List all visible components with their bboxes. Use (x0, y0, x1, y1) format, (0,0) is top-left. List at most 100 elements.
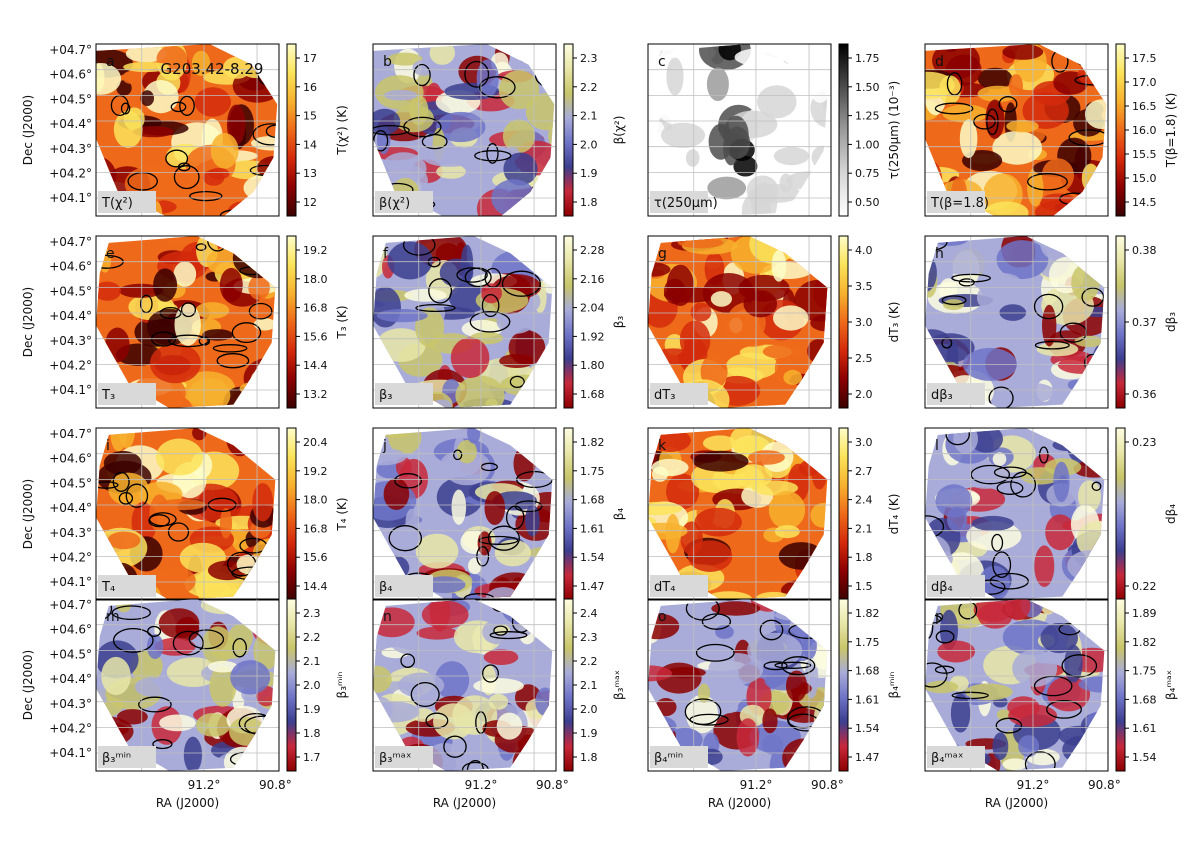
panel-letter: j (382, 438, 387, 454)
dec-tick-label: +04.3° (49, 697, 92, 711)
colorbar-tick-label: 2.1 (580, 110, 598, 123)
colorbar-label: β₄ᵐᵃˣ (1164, 670, 1178, 700)
svg-text:τ(250μm): τ(250μm) (654, 196, 718, 211)
panel-f: f β₃ 2.28 2.16 2.04 1.92 1.80 1.68 β₃ (372, 235, 626, 409)
colorbar-tick-label: 2.0 (580, 703, 598, 716)
colorbar: 2.3 2.2 2.1 2.0 1.9 1.8 β(χ²) (563, 43, 626, 217)
svg-text:dT₃: dT₃ (654, 388, 675, 403)
colorbar-tick-label: 2.0 (855, 388, 873, 401)
colorbar: 3.0 2.7 2.4 2.1 1.8 1.5 dT₄ (K) (838, 427, 901, 601)
dec-tick-label: +04.5° (49, 284, 92, 298)
colorbar-tick-label: 2.1 (303, 655, 321, 668)
colorbar-tick-label: 1.80 (580, 359, 605, 372)
panel-e: e T₃ 19.2 18.0 16.8 15.6 14.4 13.2 T₃ (K) (95, 235, 349, 409)
colorbar-tick-label: 1.47 (855, 751, 880, 764)
dec-tick-label: +04.5° (49, 92, 92, 106)
ra-tick-label: 91.2° (465, 778, 498, 792)
svg-text:T(χ²): T(χ²) (101, 196, 133, 211)
svg-text:dT₄: dT₄ (654, 580, 675, 595)
dec-tick-label: +04.1° (49, 575, 92, 589)
colorbar-tick-label: 2.0 (303, 679, 321, 692)
colorbar-tick-label: 2.2 (580, 655, 598, 668)
colorbar-tick-label: 1.5 (855, 580, 873, 593)
colorbar-tick-label: 1.92 (580, 330, 605, 343)
colorbar-tick-label: 16.0 (1132, 124, 1157, 137)
colorbar-tick-label: 1.75 (855, 52, 880, 65)
dec-tick-label: +04.4° (49, 309, 92, 323)
dec-tick-label: +04.1° (49, 383, 92, 397)
colorbar-tick-label: 0.37 (1132, 316, 1157, 329)
dec-tick-label: +04.4° (49, 672, 92, 686)
coordinate-grid (648, 428, 831, 600)
map-image (925, 44, 1107, 216)
colorbar-tick-label: 0.38 (1132, 244, 1157, 257)
colorbar-tick-label: 17 (303, 52, 317, 65)
dec-tick-label: +04.6° (49, 68, 92, 82)
colorbar-tick-label: 16 (303, 81, 317, 94)
panel-n: n β₃ᵐᵃˣ 2.4 2.3 2.2 2.1 2.0 1.9 1.8 β₃ᵐᵃˣ (372, 598, 626, 772)
coordinate-grid (96, 236, 279, 408)
colorbar-tick-label: 1.82 (1132, 636, 1157, 649)
panel-h: h dβ₃ 0.38 0.37 0.36 dβ₃ (924, 235, 1178, 409)
colorbar-tick-label: 14 (303, 138, 317, 151)
colorbar-tick-label: 1.9 (580, 167, 598, 180)
coordinate-grid (925, 428, 1108, 600)
coordinate-grid (373, 44, 556, 216)
ra-axis-label: RA (J2000) (156, 796, 219, 810)
svg-text:T₃: T₃ (101, 388, 115, 403)
colorbar-tick-label: 4.0 (855, 244, 873, 257)
panel-letter: h (935, 246, 944, 262)
coordinate-grid (373, 428, 556, 600)
panel-label: β₄ᵐⁱⁿ (650, 746, 708, 768)
coordinate-grid (373, 599, 556, 771)
svg-text:β₃: β₃ (379, 388, 393, 403)
ra-tick-label: 90.8° (259, 778, 292, 792)
colorbar-tick-label: 2.1 (580, 679, 598, 692)
source-title: G203.42-8.29 (161, 60, 264, 78)
panel-label: β₃ (375, 383, 433, 405)
panel-label: β₃ᵐⁱⁿ (98, 746, 156, 768)
colorbar: 2.4 2.3 2.2 2.1 2.0 1.9 1.8 β₃ᵐᵃˣ (563, 598, 626, 772)
panel-letter: o (658, 609, 667, 625)
colorbar-tick-label: 18.0 (303, 273, 328, 286)
colorbar-tick-label: 2.3 (580, 631, 598, 644)
colorbar-tick-label: 0.22 (1132, 580, 1157, 593)
colorbar-tick-label: 1.9 (303, 703, 321, 716)
colorbar-tick-label: 14.4 (303, 359, 328, 372)
ra-tick-label: 90.8° (811, 778, 844, 792)
colorbar-tick-label: 15 (303, 110, 317, 123)
colorbar-label: β(χ²) (612, 116, 626, 145)
ra-tick-label: 90.8° (1088, 778, 1121, 792)
colorbar-label: T(χ²) (K) (335, 105, 349, 155)
colorbar-label: T₄ (K) (335, 497, 349, 531)
panel-l: l dβ₄ 0.23 0.22 dβ₄ (924, 427, 1178, 601)
colorbar-tick-label: 1.00 (855, 138, 880, 151)
dec-tick-label: +04.6° (49, 260, 92, 274)
colorbar-tick-label: 2.4 (580, 607, 598, 620)
colorbar-tick-label: 2.5 (855, 352, 873, 365)
panel-letter: c (658, 54, 666, 70)
dec-tick-label: +04.3° (49, 142, 92, 156)
ra-axis-label: RA (J2000) (708, 796, 771, 810)
ra-tick-label: 90.8° (536, 778, 569, 792)
colorbar-tick-label: 2.2 (580, 81, 598, 94)
colorbar: 2.28 2.16 2.04 1.92 1.80 1.68 β₃ (563, 235, 626, 409)
svg-text:dβ₃: dβ₃ (931, 388, 953, 403)
panel-label: dT₃ (650, 383, 708, 405)
dec-tick-label: +04.3° (49, 334, 92, 348)
coordinate-grid (648, 599, 831, 771)
panel-letter: f (383, 246, 389, 262)
svg-text:T(β=1.8): T(β=1.8) (930, 196, 989, 211)
panel-letter: d (935, 54, 944, 70)
panel-i: i T₄ 20.4 19.2 18.0 16.8 15.6 14.4 T₄ (K) (95, 427, 349, 601)
dec-tick-label: +04.7° (49, 598, 92, 612)
colorbar-tick-label: 15.6 (303, 330, 328, 343)
colorbar-label: T₃ (K) (335, 305, 349, 339)
panel-letter: n (383, 609, 392, 625)
dec-tick-label: +04.7° (49, 43, 92, 57)
dec-tick-label: +04.2° (49, 550, 92, 564)
colorbar-tick-label: 1.68 (580, 388, 605, 401)
dec-axis-label: Dec (J2000) (21, 95, 35, 165)
